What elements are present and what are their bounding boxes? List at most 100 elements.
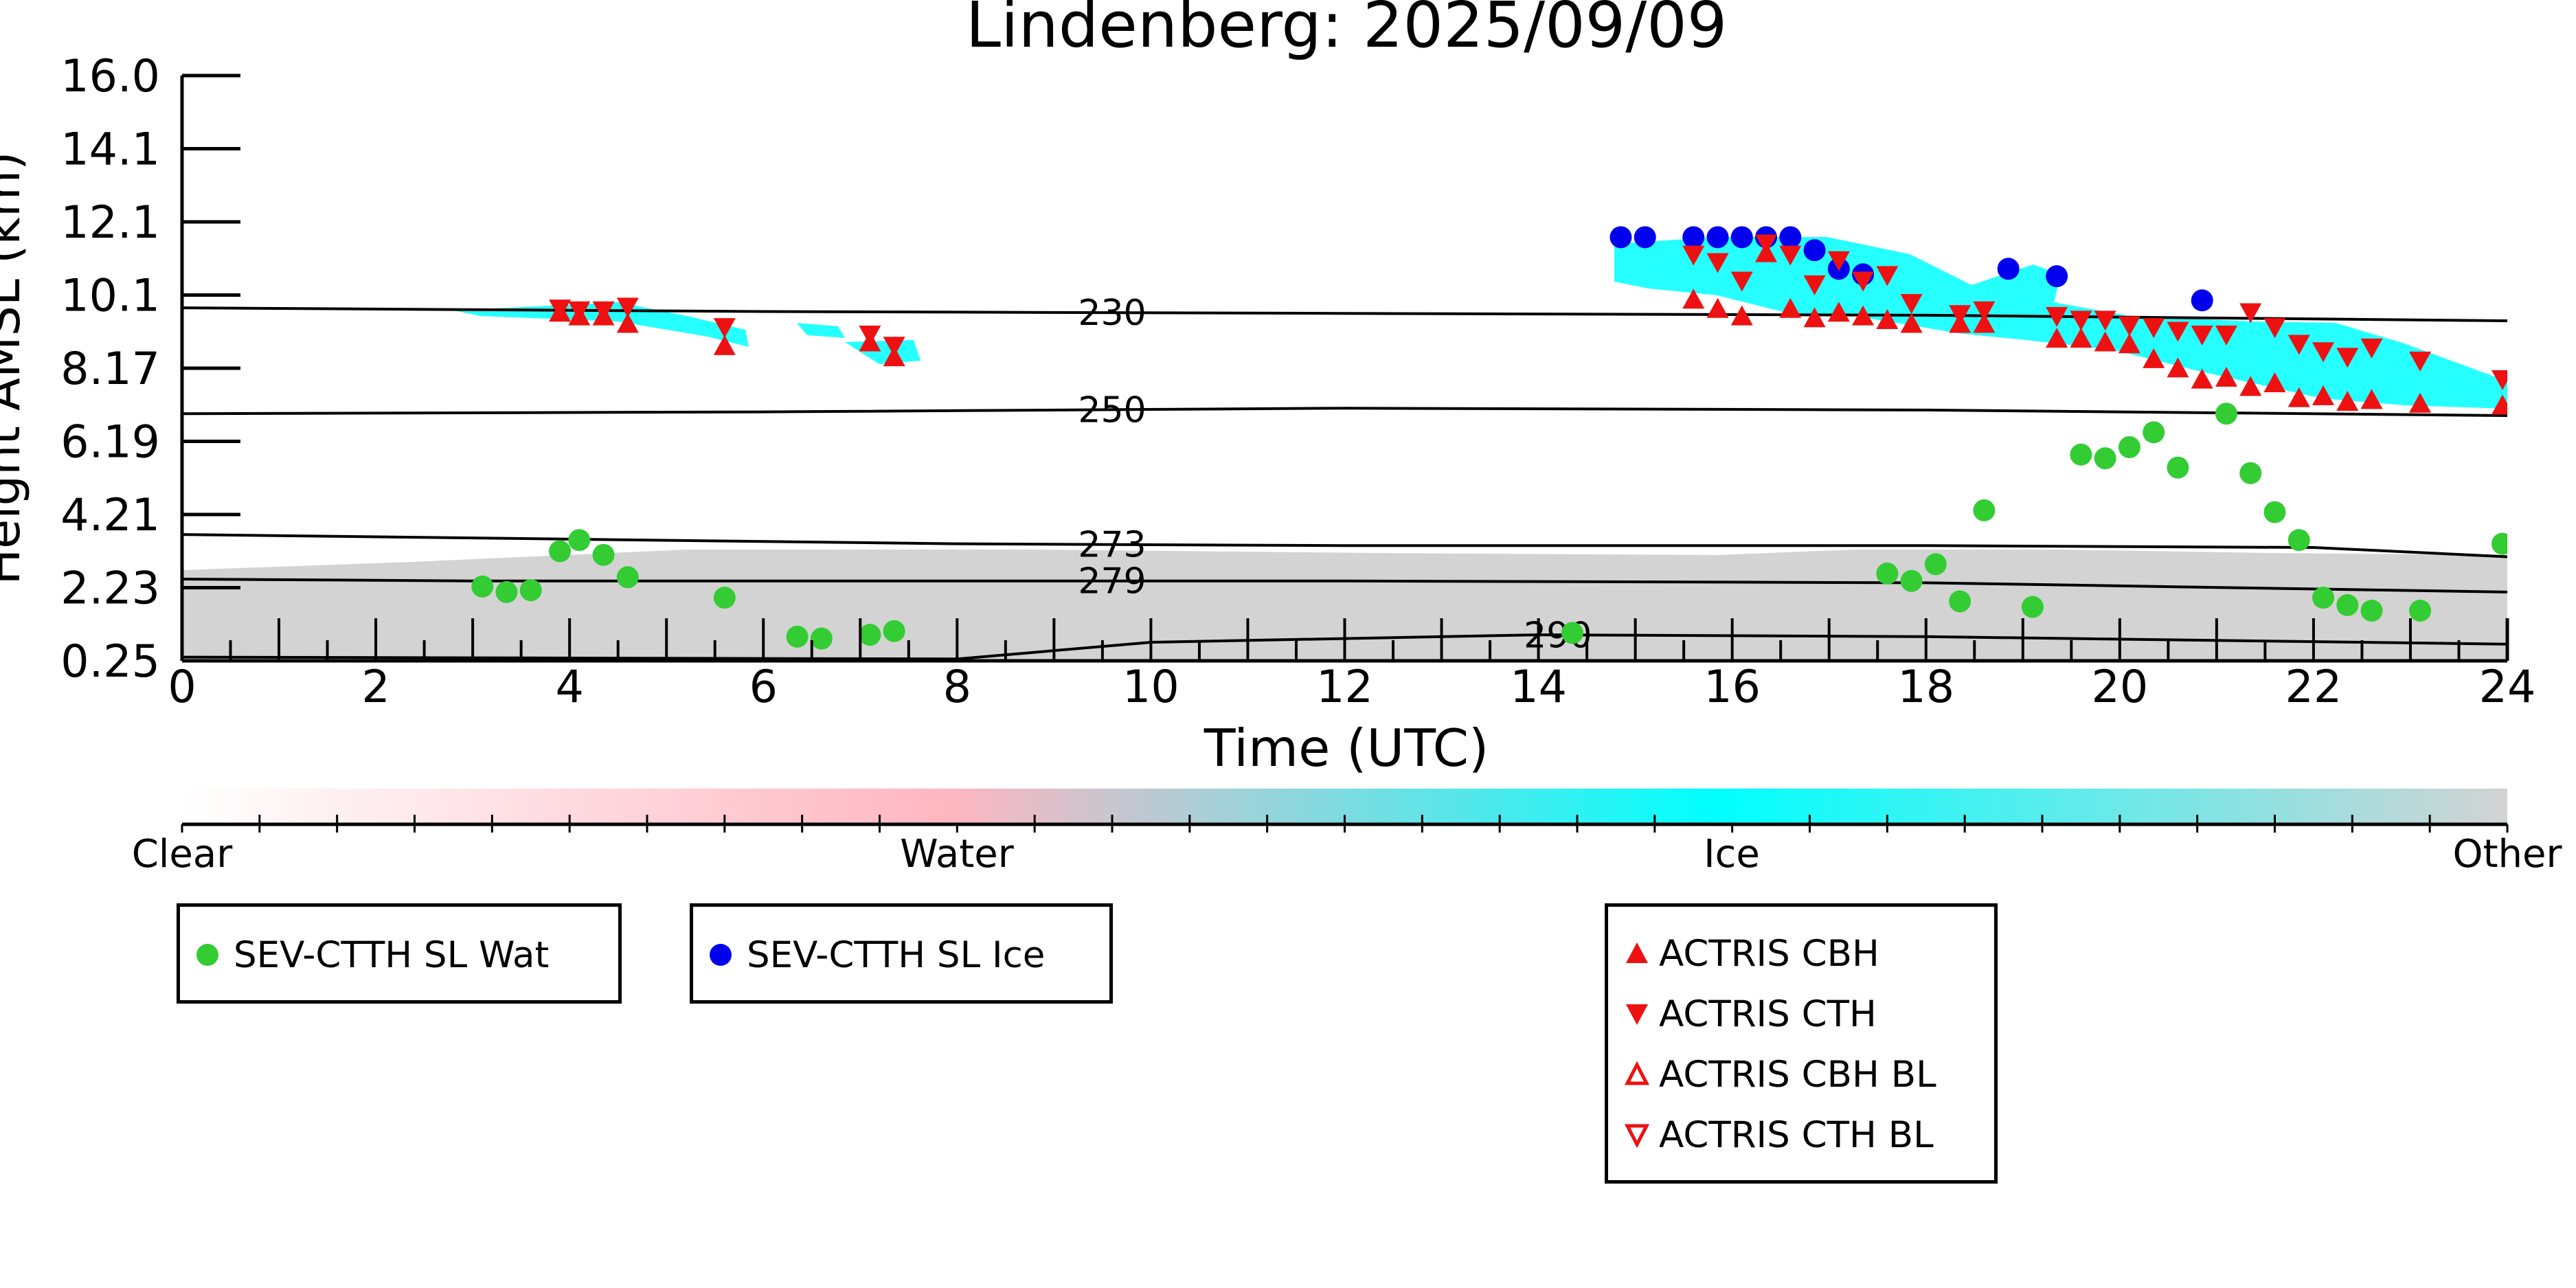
sev-ctth-sl-wat-point [2491,532,2507,555]
actris-cth-point [2263,318,2286,339]
y-tick-label: 10.1 [60,271,160,322]
actris-cth-point [1682,245,1705,266]
legend-sev-wat: SEV-CTTH SL Wat [177,903,622,1004]
actris-cbh-point [2336,391,2359,411]
actris-cbh-point [2360,389,2383,409]
contour-line-273 [182,533,2507,558]
actris-cbh-point [1803,307,1826,328]
sev-ctth-sl-wat-point [810,627,833,650]
y-tick-label: 12.1 [60,197,160,249]
contour-line-250 [182,407,2507,417]
data-markers [471,226,2507,650]
sev-ctth-sl-ice-point [1634,226,1656,249]
actris-cth-point [1876,266,1899,286]
x-tick-label: 10 [1122,662,1179,713]
y-tick-label: 2.23 [60,563,160,615]
actris-cbh-point [2312,385,2335,405]
sev-ctth-sl-ice-point [2046,265,2068,288]
actris-cth-point [568,301,591,321]
legend-label-sev-wat: SEV-CTTH SL Wat [234,934,550,976]
actris-cth-point [2118,316,2140,337]
actris-cbh-point [2191,368,2213,389]
actris-cbh-point [2409,392,2432,413]
legend-sev-ice: SEV-CTTH SL Ice [690,903,1113,1004]
sev-ctth-sl-wat-point [2287,529,2310,552]
sev-ctth-sl-ice-point [1779,226,1802,249]
sev-ctth-sl-wat-point [471,575,494,598]
actris-cth-point [2312,342,2335,363]
x-tick-label: 24 [2479,662,2536,713]
sev-ctth-sl-wat-point [2167,456,2189,479]
y-tick-label: 6.19 [60,417,160,468]
x-tick-label: 18 [1897,662,1954,713]
x-tick-label: 14 [1510,662,1567,713]
sev-ctth-sl-wat-point [2263,501,2286,523]
sev-ctth-sl-wat-point [883,620,905,642]
sev-ctth-sl-wat-point [1876,562,1899,585]
actris-cth-point [1706,253,1729,273]
x-axis-label: Time (UTC) [1204,718,1489,778]
contour-label-250: 250 [1078,389,1146,431]
x-tick-label: 0 [168,662,196,713]
actris-cth-point [1779,245,1802,266]
sev-ctth-sl-wat-point [1561,622,1583,644]
actris-cbh-point [2263,372,2286,392]
y-axis-label: Height AMSL (km) [0,152,31,585]
actris-cbh-point [2070,328,2092,348]
sev-ctth-sl-wat-point [786,625,809,648]
actris-cbh-point [2239,376,2262,396]
sev-ctth-sl-ice-point [1997,258,2020,280]
sev-ctth-sl-wat-point [859,624,881,646]
cirrus-region-left [453,302,749,347]
x-tick-label: 16 [1704,662,1761,713]
triangle-up-outline-icon [1624,1061,1650,1085]
actris-cth-point [2336,348,2359,368]
actris-cbh-point [1779,297,1802,318]
sev-ctth-sl-wat-point [592,543,615,566]
actris-cbh-point [2215,366,2237,387]
sev-ctth-sl-ice-point [1803,239,1826,262]
actris-cbh-point [2094,331,2116,352]
sev-ctth-sl-wat-point [1949,590,1971,613]
actris-cth-point [1852,271,1875,292]
sev-ctth-sl-wat-point [2239,462,2262,484]
actris-cth-point [2239,303,2262,324]
actris-cth-point [1900,293,1923,314]
sev-ctth-sl-wat-point [2143,421,2165,444]
actris-cth-point [2287,335,2310,355]
actris-cth-point [2215,325,2237,346]
x-tick-label: 6 [749,662,778,713]
actris-cth-point [1755,234,1778,255]
sev-ctth-sl-ice-point [2191,289,2213,312]
actris-cbh-point [1876,309,1899,330]
sev-ctth-sl-wat-point [1924,553,1947,576]
y-tick-label: 16.0 [60,51,160,102]
sev-ctth-sl-wat-point [2312,587,2335,609]
sev-ctth-sl-wat-point [1900,569,1923,592]
actris-cbh-point [713,335,736,355]
actris-cth-point [713,318,736,339]
contour-label-230: 230 [1078,293,1146,334]
actris-cth-point [859,325,881,346]
sev-ctth-sl-wat-point [616,566,639,589]
actris-cth-point [1827,251,1850,271]
actris-cth-point [2191,325,2213,346]
sev-ctth-sl-wat-point [2021,596,2044,618]
actris-cth-point [592,301,615,321]
y-tick-label: 8.17 [60,343,160,395]
colorbar-ticks [181,815,2509,833]
actris-cth-point [616,297,639,318]
actris-cbh-point [1827,302,1850,322]
actris-cth-point [2491,370,2507,390]
colorbar-label-other: Other [2452,832,2562,877]
actris-cth-point [2070,310,2092,331]
actris-cth-point [2094,310,2116,331]
actris-cth-point [1803,275,1826,295]
actris-cth-point [883,337,905,357]
sev-ctth-sl-ice-point [1706,226,1729,249]
sev-ctth-sl-wat-point [2094,447,2116,470]
legend-label-actris-cth-bl: ACTRIS CTH BL [1659,1114,1934,1156]
colorbar-label-clear: Clear [132,832,233,877]
